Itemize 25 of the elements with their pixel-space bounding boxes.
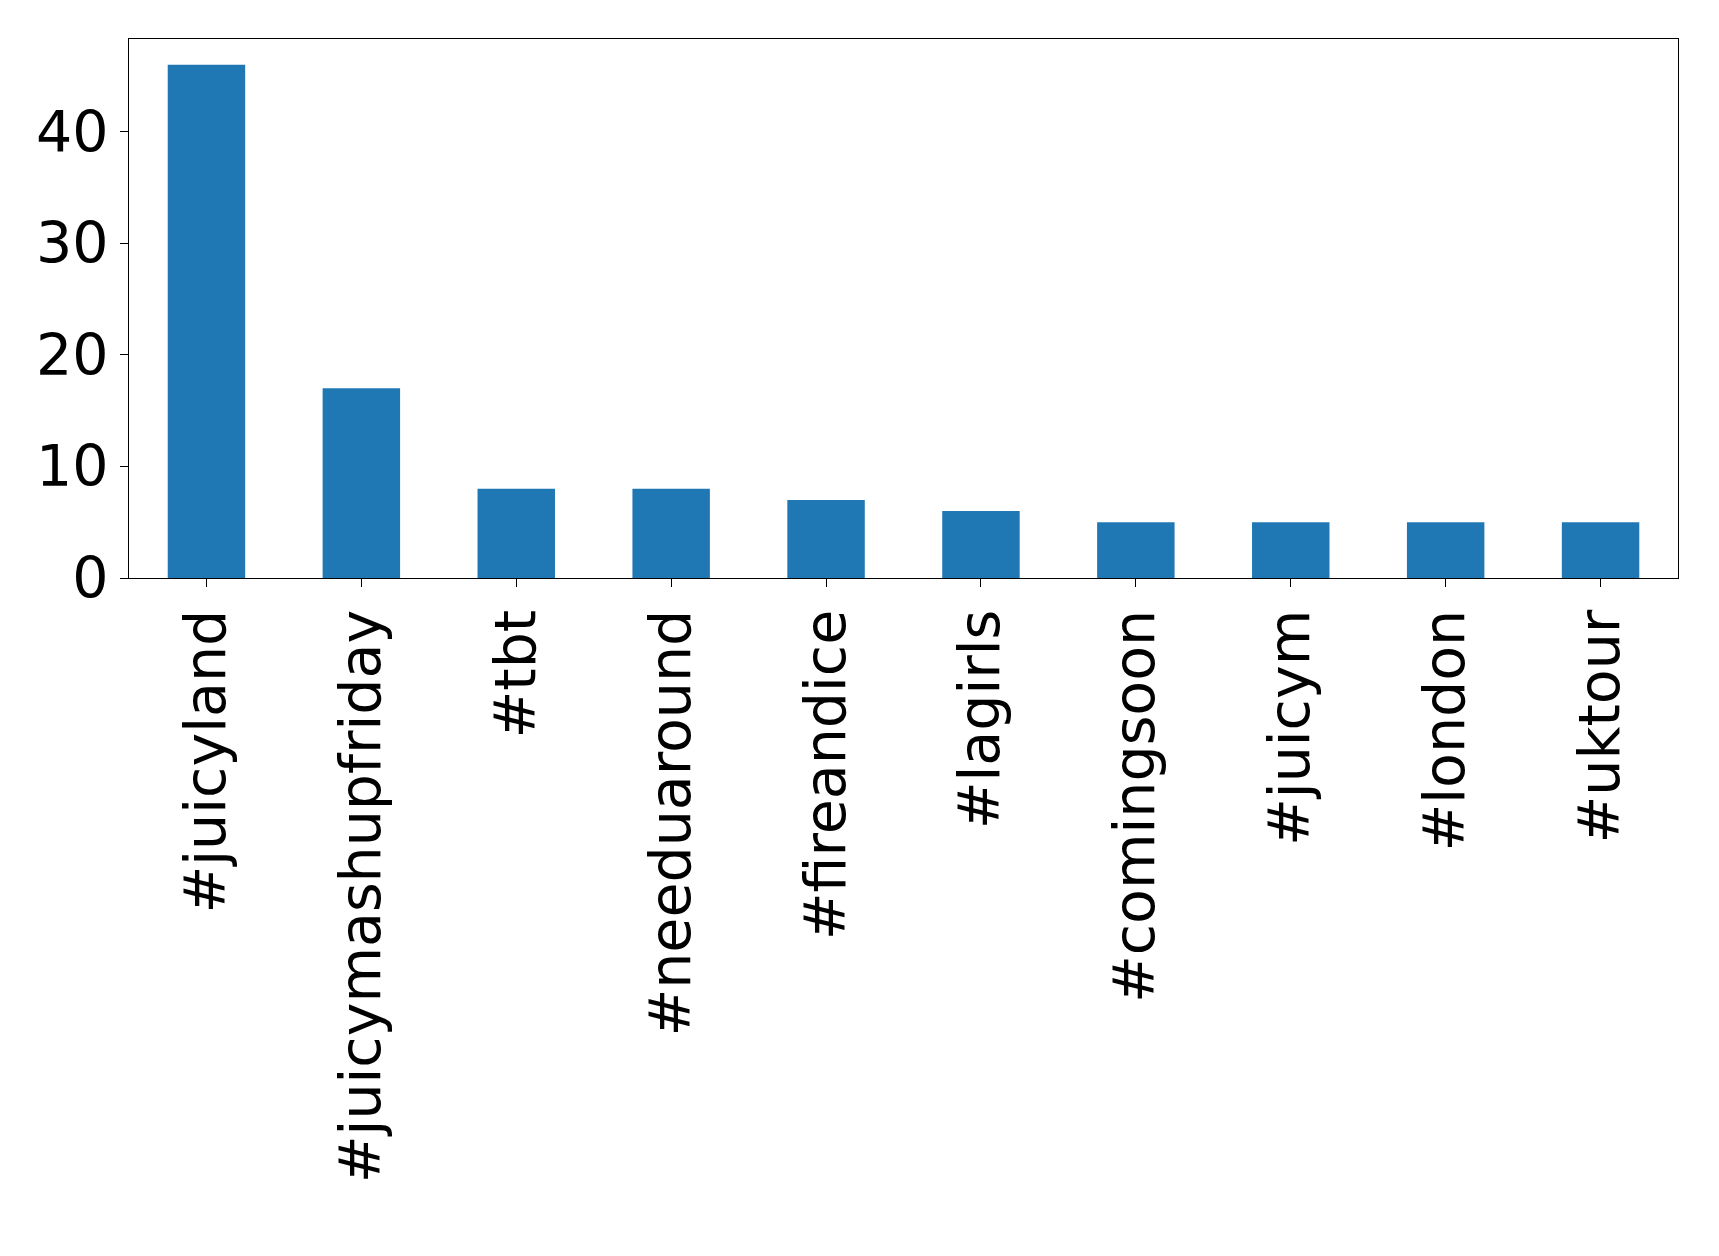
x-tick-label: #juicyland — [171, 609, 238, 914]
bar — [1561, 522, 1640, 578]
x-tick-label: #london — [1411, 609, 1478, 852]
x-tick-label: #comingsoon — [1101, 609, 1168, 1004]
bar — [322, 388, 401, 578]
y-tick-label: 0 — [72, 544, 109, 611]
bar — [477, 488, 555, 578]
bar — [787, 499, 865, 578]
y-tick-label: 40 — [36, 98, 109, 165]
bar — [1097, 522, 1175, 578]
bar — [1252, 522, 1330, 578]
bar — [632, 488, 710, 578]
x-tick-label: #uktour — [1566, 609, 1633, 844]
y-tick-label: 30 — [36, 210, 109, 277]
x-tick-label: #juicymashupfriday — [326, 609, 393, 1184]
y-tick-label: 20 — [36, 321, 109, 388]
bar — [942, 511, 1020, 578]
bar — [1406, 522, 1485, 578]
bar — [167, 64, 246, 578]
y-tick-label: 10 — [36, 433, 109, 500]
x-tick-label: #lagirls — [946, 609, 1013, 830]
x-tick-label: #fireandice — [791, 609, 858, 941]
x-tick-label: #needuaround — [636, 609, 703, 1037]
x-tick-label: #juicym — [1256, 609, 1323, 846]
x-tick-label: #tbt — [481, 609, 548, 739]
